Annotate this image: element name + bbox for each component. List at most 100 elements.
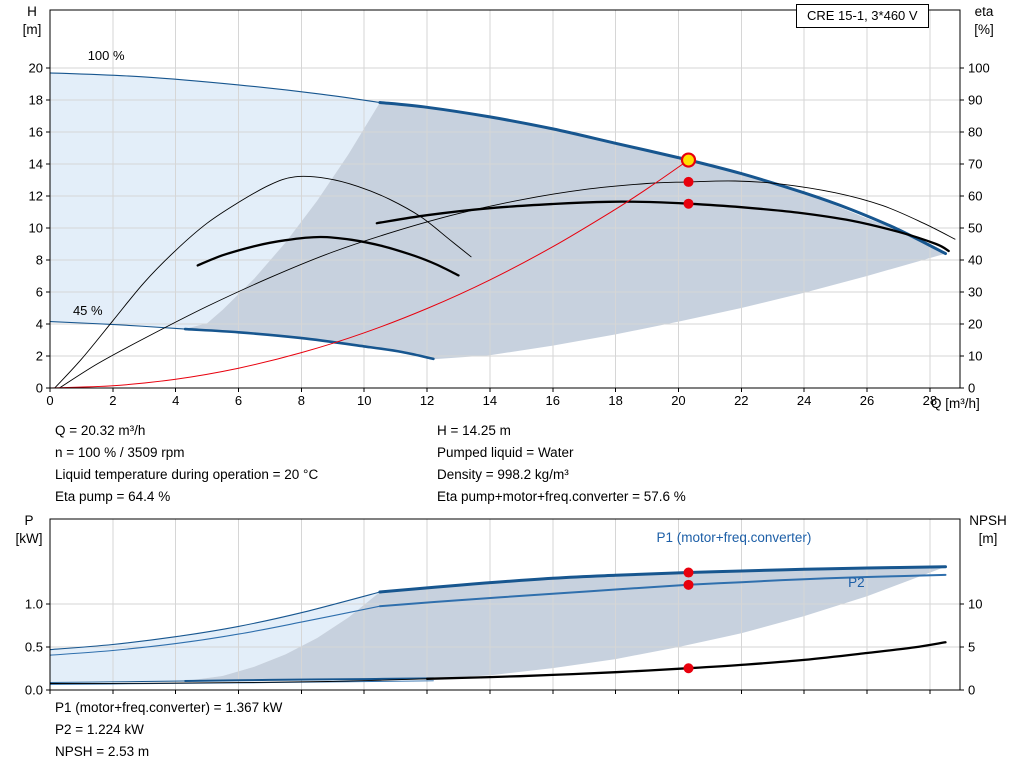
pump-curve-100pct-ext — [50, 72, 381, 104]
svg-text:26: 26 — [860, 393, 874, 408]
duty-pumped-liquid: Pumped liquid = Water — [437, 445, 574, 460]
npsh-axis-symbol: NPSH — [969, 513, 1007, 528]
npsh-curve-ext — [50, 678, 428, 684]
duty-q-value: Q = 20.32 m³/h — [55, 423, 146, 438]
svg-text:2: 2 — [36, 349, 43, 364]
svg-text:0: 0 — [968, 683, 975, 698]
duty-point-marker — [680, 152, 697, 168]
p1-curve-label: P1 (motor+freq.converter) — [656, 530, 811, 545]
svg-text:14: 14 — [483, 393, 497, 408]
pump-title-box: CRE 15-1, 3*460 V — [796, 4, 929, 28]
power-envelope-light — [50, 592, 380, 683]
duty-info-left: Q = 20.32 m³/h n = 100 % / 3509 rpm Liqu… — [55, 420, 318, 508]
speed-envelope-light — [50, 72, 380, 329]
svg-text:0: 0 — [968, 381, 975, 396]
h-axis-symbol: H — [27, 4, 37, 19]
p1-curve-45pct-ext — [50, 680, 186, 683]
npsh-curve — [425, 641, 947, 680]
qh-chart-frame — [49, 9, 961, 389]
duty-density: Density = 998.2 kg/m³ — [437, 467, 569, 482]
svg-text:6: 6 — [235, 393, 242, 408]
p2-curve-ext — [50, 605, 381, 656]
svg-text:70: 70 — [968, 157, 982, 172]
power-info-block: P1 (motor+freq.converter) = 1.367 kW P2 … — [55, 697, 282, 763]
svg-text:16: 16 — [29, 125, 43, 140]
eta-pump-100pct-curve — [58, 180, 956, 388]
svg-text:12: 12 — [29, 189, 43, 204]
eta-axis-label: eta [%] — [964, 3, 1004, 39]
p1-marker — [683, 567, 694, 578]
svg-text:100: 100 — [968, 61, 990, 76]
svg-text:10: 10 — [968, 596, 982, 611]
svg-text:6: 6 — [36, 285, 43, 300]
p1-curve-45pct — [184, 677, 435, 682]
p1-curve-ext — [50, 591, 381, 651]
operating-envelope-gray — [185, 102, 946, 360]
h-axis-label: H [m] — [14, 3, 50, 39]
svg-text:2: 2 — [109, 393, 116, 408]
svg-text:30: 30 — [968, 285, 982, 300]
eta-pump-45pct-curve — [54, 175, 472, 388]
svg-text:0.0: 0.0 — [25, 683, 43, 698]
svg-text:20: 20 — [671, 393, 685, 408]
npsh-axis-unit: [m] — [978, 531, 998, 546]
svg-text:50: 50 — [968, 221, 982, 236]
p1-value: P1 (motor+freq.converter) = 1.367 kW — [55, 700, 283, 715]
p2-value: P2 = 1.224 kW — [55, 722, 144, 737]
duty-info-right: H = 14.25 m Pumped liquid = Water Densit… — [437, 420, 686, 508]
npsh-marker — [683, 663, 694, 674]
duty-speed-value: n = 100 % / 3509 rpm — [55, 445, 185, 460]
p-axis-symbol: P — [24, 513, 34, 528]
svg-text:10: 10 — [357, 393, 371, 408]
p2-marker — [683, 579, 694, 590]
svg-text:0: 0 — [36, 381, 43, 396]
duty-eta-total: Eta pump+motor+freq.converter = 57.6 % — [437, 489, 686, 504]
svg-text:80: 80 — [968, 125, 982, 140]
svg-text:60: 60 — [968, 189, 982, 204]
npsh-axis-label: NPSH [m] — [960, 512, 1016, 548]
svg-text:4: 4 — [172, 393, 179, 408]
eta-axis-symbol: eta — [974, 4, 994, 19]
svg-text:5: 5 — [968, 639, 975, 654]
svg-text:16: 16 — [546, 393, 560, 408]
eta-total-marker — [683, 198, 694, 209]
svg-text:20: 20 — [29, 61, 43, 76]
svg-text:22: 22 — [734, 393, 748, 408]
svg-text:0.5: 0.5 — [25, 640, 43, 655]
eta-pump-marker — [683, 176, 694, 187]
svg-text:12: 12 — [420, 393, 434, 408]
svg-text:10: 10 — [968, 349, 982, 364]
h-axis-unit: [m] — [22, 22, 42, 37]
svg-text:8: 8 — [298, 393, 305, 408]
power-npsh-chart — [50, 519, 960, 690]
npsh-value: NPSH = 2.53 m — [55, 744, 150, 759]
duty-eta-pump: Eta pump = 64.4 % — [55, 489, 171, 504]
svg-text:90: 90 — [968, 93, 982, 108]
svg-text:18: 18 — [608, 393, 622, 408]
eta-axis-unit: [%] — [974, 22, 994, 37]
svg-text:24: 24 — [797, 393, 811, 408]
p-axis-label: P [kW] — [8, 512, 50, 548]
eta-total-45pct-curve — [196, 235, 460, 277]
svg-text:40: 40 — [968, 253, 982, 268]
p-axis-unit: [kW] — [15, 531, 43, 546]
speed-100-label: 100 % — [88, 48, 125, 63]
speed-45-label: 45 % — [73, 303, 103, 318]
duty-liquid-temp: Liquid temperature during operation = 20… — [55, 467, 319, 482]
svg-text:14: 14 — [29, 157, 43, 172]
svg-text:8: 8 — [36, 253, 43, 268]
pump-curve-45pct-ext — [50, 321, 186, 330]
svg-text:18: 18 — [29, 93, 43, 108]
svg-text:10: 10 — [29, 221, 43, 236]
svg-text:0: 0 — [46, 393, 53, 408]
pump-curve-45pct — [183, 327, 435, 361]
svg-text:4: 4 — [36, 317, 43, 332]
duty-affinity-curve — [50, 159, 689, 388]
p2-curve-label: P2 — [848, 575, 865, 590]
q-axis-unit: Q [m³/h] — [931, 396, 980, 411]
svg-text:20: 20 — [968, 317, 982, 332]
duty-h-value: H = 14.25 m — [437, 423, 511, 438]
power-envelope-gray — [185, 566, 946, 681]
